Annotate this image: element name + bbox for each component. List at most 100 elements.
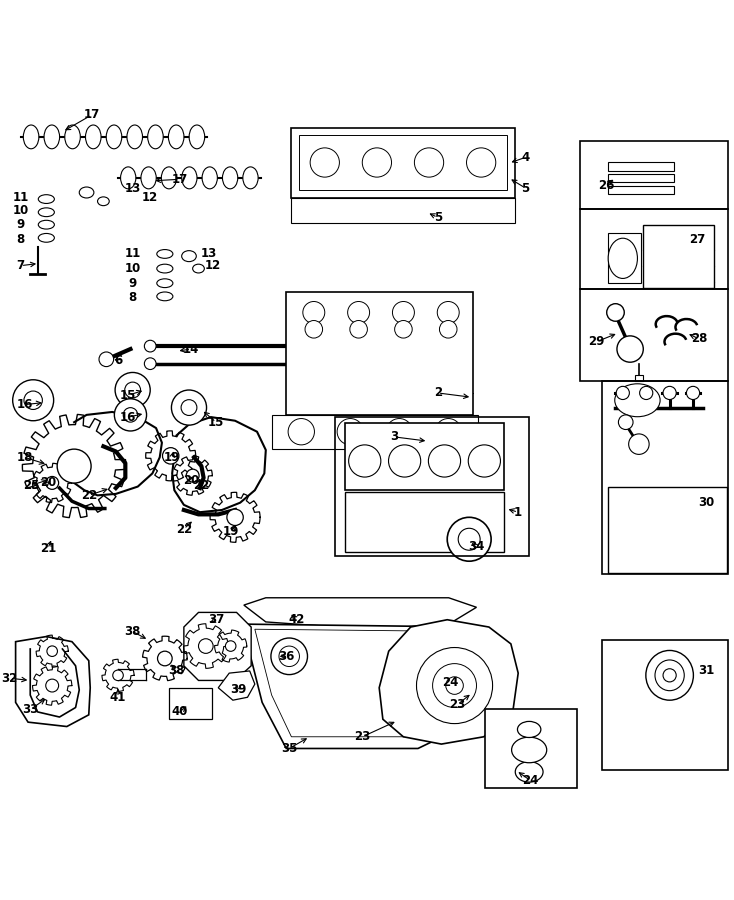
Text: 28: 28 — [691, 332, 707, 346]
Ellipse shape — [157, 292, 173, 301]
Circle shape — [115, 373, 150, 408]
Ellipse shape — [38, 194, 54, 203]
Circle shape — [57, 449, 91, 483]
Text: 36: 36 — [278, 650, 294, 662]
Circle shape — [447, 518, 491, 562]
Circle shape — [227, 509, 243, 526]
Ellipse shape — [44, 125, 59, 148]
Text: 22: 22 — [81, 489, 97, 502]
Text: 8: 8 — [17, 233, 25, 246]
Ellipse shape — [646, 651, 694, 700]
Text: 8: 8 — [128, 292, 137, 304]
Text: 23: 23 — [449, 698, 465, 711]
Ellipse shape — [515, 761, 543, 782]
Bar — [170, 688, 211, 719]
Circle shape — [99, 352, 114, 366]
Circle shape — [337, 418, 363, 445]
Circle shape — [46, 680, 59, 692]
Text: 12: 12 — [142, 191, 159, 204]
Bar — [608, 175, 674, 182]
Circle shape — [386, 418, 413, 445]
Bar — [642, 225, 714, 288]
Polygon shape — [379, 620, 518, 744]
Circle shape — [446, 677, 463, 694]
Circle shape — [279, 646, 299, 667]
Circle shape — [349, 445, 381, 477]
Text: 3: 3 — [390, 430, 398, 444]
Circle shape — [225, 641, 236, 652]
Bar — [345, 423, 504, 491]
Ellipse shape — [85, 125, 101, 148]
Text: 25: 25 — [23, 479, 40, 491]
Ellipse shape — [38, 208, 54, 217]
Text: 37: 37 — [208, 613, 224, 626]
Text: 30: 30 — [698, 496, 714, 509]
Ellipse shape — [182, 166, 197, 189]
Circle shape — [458, 528, 480, 550]
Text: 27: 27 — [689, 233, 705, 246]
Circle shape — [123, 408, 138, 422]
Text: 24: 24 — [523, 774, 539, 788]
Ellipse shape — [157, 249, 173, 258]
Text: 22: 22 — [193, 479, 209, 491]
Text: 6: 6 — [114, 355, 122, 367]
Circle shape — [467, 148, 495, 177]
Ellipse shape — [243, 166, 258, 189]
Ellipse shape — [65, 125, 80, 148]
Text: 5: 5 — [521, 182, 530, 194]
Circle shape — [429, 445, 460, 477]
Text: 22: 22 — [175, 523, 192, 536]
Text: 42: 42 — [288, 613, 305, 626]
Circle shape — [415, 148, 443, 177]
Text: 20: 20 — [40, 476, 56, 490]
Ellipse shape — [106, 125, 122, 148]
Circle shape — [303, 302, 324, 323]
Circle shape — [437, 302, 459, 323]
Polygon shape — [244, 598, 476, 629]
Circle shape — [363, 148, 391, 177]
Ellipse shape — [192, 265, 204, 273]
Text: 5: 5 — [434, 211, 442, 224]
Text: 16: 16 — [120, 410, 137, 424]
Text: 24: 24 — [442, 676, 458, 689]
Bar — [485, 709, 577, 788]
Text: 1: 1 — [514, 506, 523, 518]
Circle shape — [393, 302, 415, 323]
Bar — [299, 135, 507, 190]
Text: 23: 23 — [355, 730, 371, 743]
Circle shape — [350, 320, 368, 338]
Text: 17: 17 — [171, 173, 188, 185]
Text: 41: 41 — [110, 691, 126, 704]
Text: 11: 11 — [12, 191, 29, 204]
Circle shape — [619, 415, 633, 429]
Ellipse shape — [663, 669, 676, 682]
Ellipse shape — [79, 187, 94, 198]
Text: 14: 14 — [183, 343, 200, 356]
Bar — [272, 415, 478, 448]
Circle shape — [46, 476, 59, 490]
Circle shape — [686, 386, 700, 400]
Text: 29: 29 — [588, 335, 605, 348]
Circle shape — [115, 399, 147, 431]
Ellipse shape — [148, 125, 163, 148]
Circle shape — [416, 647, 493, 724]
Text: 13: 13 — [200, 248, 217, 260]
Circle shape — [468, 445, 501, 477]
Text: 39: 39 — [230, 683, 246, 697]
Ellipse shape — [127, 125, 142, 148]
Circle shape — [310, 148, 339, 177]
Ellipse shape — [141, 166, 156, 189]
Circle shape — [617, 336, 643, 362]
Circle shape — [172, 390, 206, 425]
Text: 20: 20 — [183, 474, 200, 487]
Circle shape — [181, 400, 197, 416]
Ellipse shape — [98, 197, 109, 206]
Text: 40: 40 — [171, 706, 188, 718]
Bar — [581, 141, 728, 209]
Text: 11: 11 — [125, 248, 141, 260]
Ellipse shape — [157, 279, 173, 288]
Circle shape — [388, 445, 421, 477]
Ellipse shape — [23, 125, 39, 148]
Ellipse shape — [517, 722, 541, 737]
Bar — [603, 381, 728, 574]
